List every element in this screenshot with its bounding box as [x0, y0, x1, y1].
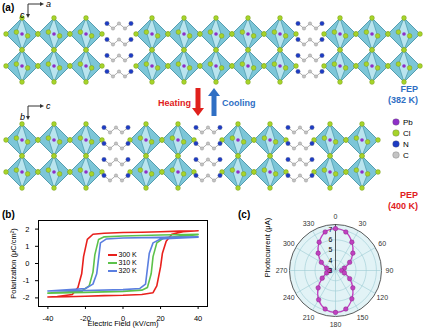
svg-text:-2: -2 [23, 293, 30, 302]
svg-text:Heating: Heating [158, 98, 191, 108]
svg-text:PEP: PEP [400, 190, 418, 200]
html-text:320 K: 320 K [118, 267, 137, 274]
svg-text:60: 60 [378, 240, 386, 247]
svg-text:0: 0 [25, 259, 29, 268]
svg-text:1: 1 [25, 242, 29, 251]
svg-text:c: c [20, 10, 25, 20]
svg-text:(400 K): (400 K) [388, 201, 418, 211]
html-text:(b): (b) [2, 209, 15, 220]
svg-text:6: 6 [329, 236, 333, 243]
svg-text:0: 0 [334, 213, 338, 220]
svg-text:-40: -40 [42, 314, 53, 323]
html-text:(c): (c) [238, 209, 251, 220]
svg-text:c: c [46, 101, 51, 111]
svg-text:150: 150 [357, 314, 369, 321]
svg-text:210: 210 [303, 314, 315, 321]
svg-text:Electric Field (kV/cm): Electric Field (kV/cm) [88, 319, 159, 328]
svg-text:30: 30 [359, 220, 367, 227]
html-text:300 K: 300 K [118, 251, 137, 258]
svg-text:4: 4 [329, 257, 333, 264]
svg-text:b: b [20, 112, 25, 122]
svg-text:-20: -20 [80, 313, 91, 323]
svg-text:Cooling: Cooling [222, 98, 256, 108]
svg-text:180: 180 [330, 321, 342, 328]
svg-text:7: 7 [329, 226, 333, 233]
svg-text:Polarization (μC/cm²): Polarization (μC/cm²) [9, 228, 18, 299]
svg-text:3: 3 [329, 267, 333, 274]
svg-text:270: 270 [276, 267, 288, 274]
html-text:310 K: 310 K [118, 259, 137, 266]
svg-text:a: a [46, 0, 51, 9]
svg-text:FEP: FEP [400, 84, 418, 94]
svg-text:40: 40 [194, 314, 202, 323]
svg-text:330: 330 [303, 220, 315, 227]
svg-text:120: 120 [376, 294, 388, 301]
svg-text:-1: -1 [23, 276, 30, 285]
svg-text:Photocurrent (μA): Photocurrent (μA) [263, 217, 272, 277]
svg-text:N: N [403, 140, 409, 149]
svg-text:(382 K): (382 K) [388, 95, 418, 105]
svg-text:2: 2 [25, 225, 29, 234]
svg-text:Pb: Pb [403, 118, 413, 127]
svg-text:300: 300 [283, 240, 295, 247]
svg-text:5: 5 [329, 246, 333, 253]
svg-text:Cl: Cl [403, 129, 411, 138]
svg-text:240: 240 [283, 294, 295, 301]
svg-text:(a): (a) [2, 2, 14, 13]
svg-text:20: 20 [156, 313, 165, 323]
svg-text:90: 90 [386, 267, 394, 274]
svg-text:C: C [403, 151, 409, 160]
